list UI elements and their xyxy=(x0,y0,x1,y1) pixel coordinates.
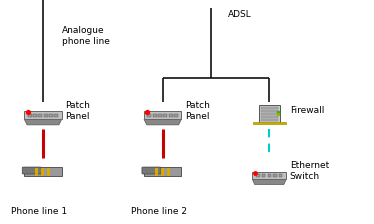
Bar xyxy=(163,114,168,117)
Bar xyxy=(259,105,279,123)
FancyBboxPatch shape xyxy=(22,167,41,174)
Polygon shape xyxy=(144,119,181,125)
Bar xyxy=(49,114,53,117)
Bar xyxy=(153,114,157,117)
Text: Patch
Panel: Patch Panel xyxy=(185,101,210,121)
Bar xyxy=(44,114,48,117)
Bar xyxy=(158,114,162,117)
Bar xyxy=(174,114,178,117)
Bar xyxy=(279,174,282,177)
Bar xyxy=(261,116,278,118)
Bar xyxy=(268,174,271,177)
FancyBboxPatch shape xyxy=(142,167,161,174)
Text: Phone line 2: Phone line 2 xyxy=(131,207,187,216)
Bar xyxy=(261,119,278,121)
Bar xyxy=(144,167,181,176)
Bar xyxy=(24,167,62,176)
Bar xyxy=(253,122,286,124)
Bar xyxy=(28,114,32,117)
Bar xyxy=(33,114,37,117)
Text: Firewall: Firewall xyxy=(290,106,324,115)
Bar xyxy=(262,174,266,177)
Text: ADSL: ADSL xyxy=(228,10,252,19)
Text: Ethernet
Switch: Ethernet Switch xyxy=(290,161,329,181)
Bar xyxy=(54,114,58,117)
Bar xyxy=(252,172,286,179)
Text: Patch
Panel: Patch Panel xyxy=(65,101,91,121)
Bar xyxy=(38,114,42,117)
Bar xyxy=(147,114,151,117)
Bar xyxy=(169,114,173,117)
Bar xyxy=(273,174,276,177)
Bar xyxy=(261,113,278,115)
Bar xyxy=(261,110,278,112)
Bar xyxy=(24,112,62,119)
Text: Analogue
phone line: Analogue phone line xyxy=(62,26,110,46)
Bar xyxy=(261,107,278,109)
Text: Phone line 1: Phone line 1 xyxy=(11,207,67,216)
Polygon shape xyxy=(24,119,62,125)
Bar xyxy=(257,174,260,177)
Polygon shape xyxy=(252,179,286,185)
Bar xyxy=(144,112,181,119)
